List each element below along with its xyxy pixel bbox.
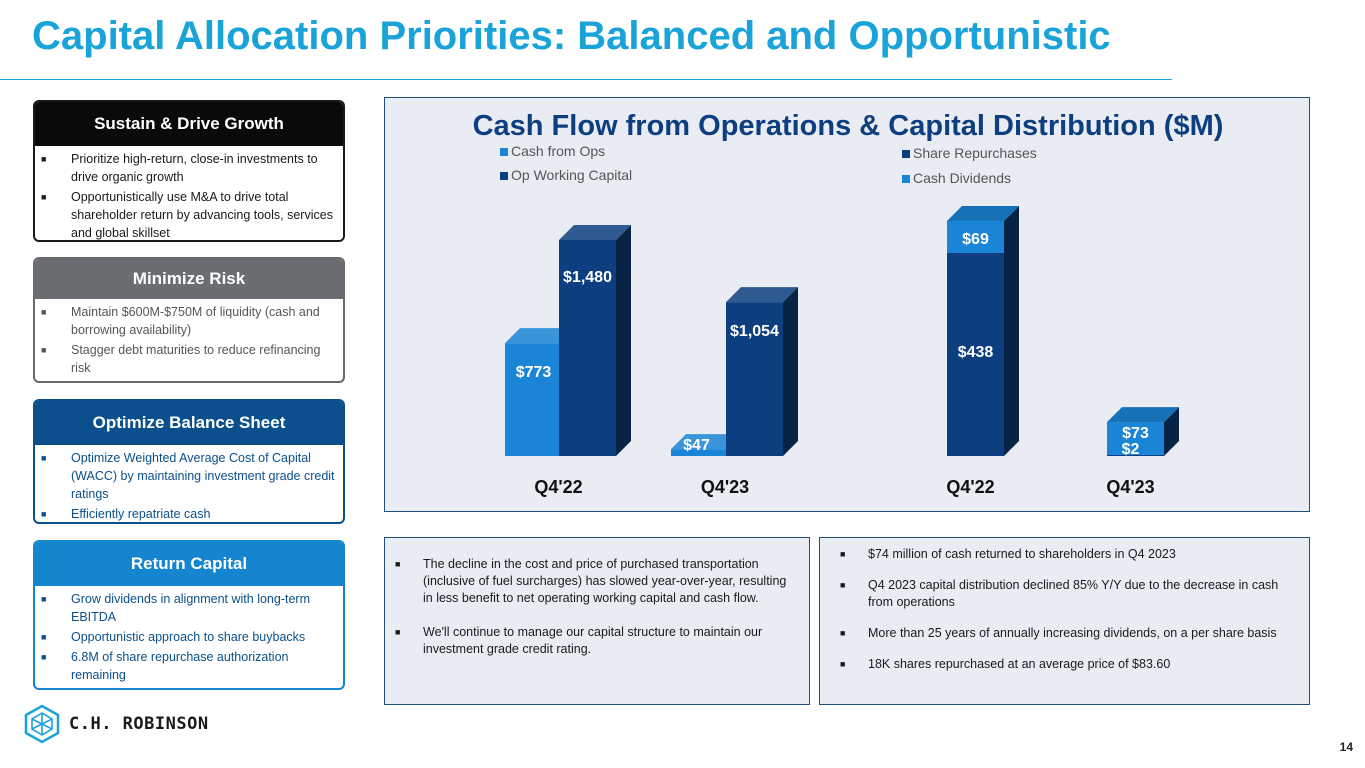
card-bullet: 6.8M of share repurchase authorization r… bbox=[41, 648, 335, 684]
card-optimize-balance-sheet: Optimize Balance Sheet Optimize Weighted… bbox=[33, 399, 345, 524]
bar-value-label: $773 bbox=[516, 364, 552, 381]
legend-label: Cash Dividends bbox=[913, 170, 1011, 186]
bar-cash-dividends bbox=[947, 221, 1004, 253]
legend-label: Cash from Ops bbox=[511, 143, 605, 159]
legend-label: Op Working Capital bbox=[511, 167, 632, 183]
page-number: 14 bbox=[1339, 740, 1353, 754]
bar-value-label: $2 bbox=[1122, 441, 1140, 458]
card-bullet: Grow dividends in alignment with long-te… bbox=[41, 590, 335, 626]
page-title: Capital Allocation Priorities: Balanced … bbox=[32, 14, 1111, 58]
commentary-left: The decline in the cost and price of pur… bbox=[384, 537, 810, 705]
legend-label: Share Repurchases bbox=[913, 145, 1037, 161]
stack-top bbox=[1107, 407, 1179, 423]
bar-op-working-capital-top bbox=[726, 287, 798, 303]
cash-flow-chart: Cash Flow from Operations & Capital Dist… bbox=[384, 97, 1310, 512]
legend-swatch bbox=[902, 175, 910, 183]
card-bullet: Opportunistic approach to share buybacks bbox=[41, 628, 335, 646]
x-tick-label: Q4'22 bbox=[534, 477, 582, 497]
legend-swatch bbox=[902, 150, 910, 158]
card-bullet: Efficiently repatriate cash bbox=[41, 505, 335, 522]
card-minimize-risk: Minimize Risk Maintain $600M-$750M of li… bbox=[33, 257, 345, 383]
bar-share-repurchases bbox=[947, 252, 1004, 456]
bar-value-label: $47 bbox=[683, 437, 710, 454]
bar-op-working-capital bbox=[726, 302, 783, 456]
bar-op-working-capital bbox=[559, 240, 616, 456]
bar-op-working-capital-side bbox=[783, 287, 798, 456]
logo-wordmark: C.H. ROBINSON bbox=[69, 714, 209, 734]
chart-canvas: Cash Flow from Operations & Capital Dist… bbox=[473, 110, 1224, 497]
card-bullet: Stagger debt maturities to reduce refina… bbox=[41, 341, 335, 377]
legend-swatch bbox=[500, 172, 508, 180]
bar-cash-from-ops bbox=[671, 449, 728, 456]
card-return-capital: Return Capital Grow dividends in alignme… bbox=[33, 540, 345, 690]
legend-swatch bbox=[500, 148, 508, 156]
card-sustain-growth: Sustain & Drive Growth Prioritize high-r… bbox=[33, 100, 345, 242]
commentary-bullet: 18K shares repurchased at an average pri… bbox=[840, 656, 1301, 673]
commentary-bullet: Q4 2023 capital distribution declined 85… bbox=[840, 577, 1301, 611]
card-bullet: Prioritize high-return, close-in investm… bbox=[41, 150, 335, 186]
stack-side bbox=[1164, 407, 1179, 456]
chart-title: Cash Flow from Operations & Capital Dist… bbox=[473, 110, 1224, 142]
commentary-bullet: $74 million of cash returned to sharehol… bbox=[840, 546, 1301, 563]
bar-share-repurchases bbox=[1107, 455, 1164, 456]
card-heading: Minimize Risk bbox=[35, 259, 343, 299]
stack-side bbox=[1004, 206, 1019, 456]
bar-value-label: $73 bbox=[1122, 425, 1149, 442]
commentary-bullet: We'll continue to manage our capital str… bbox=[395, 624, 795, 658]
commentary-bullet: More than 25 years of annually increasin… bbox=[840, 625, 1301, 642]
x-tick-label: Q4'23 bbox=[701, 477, 749, 497]
bar-cash-dividends bbox=[1107, 422, 1164, 455]
bar-value-label: $1,054 bbox=[730, 323, 779, 340]
card-heading: Return Capital bbox=[35, 542, 343, 586]
ch-robinson-logo-icon bbox=[24, 704, 60, 744]
bar-value-label: $1,480 bbox=[563, 269, 612, 286]
x-tick-label: Q4'22 bbox=[946, 477, 994, 497]
bar-cash-from-ops-top bbox=[671, 434, 743, 450]
commentary-bullet: The decline in the cost and price of pur… bbox=[395, 556, 795, 607]
card-bullet: Opportunistically use M&A to drive total… bbox=[41, 188, 335, 240]
bar-op-working-capital-side bbox=[616, 225, 631, 456]
card-heading: Optimize Balance Sheet bbox=[35, 401, 343, 445]
bar-op-working-capital-top bbox=[559, 225, 631, 240]
commentary-right: $74 million of cash returned to sharehol… bbox=[819, 537, 1310, 705]
bar-value-label: $438 bbox=[958, 344, 994, 361]
card-bullet: Maintain $600M-$750M of liquidity (cash … bbox=[41, 303, 335, 339]
stack-top bbox=[947, 206, 1019, 221]
company-logo: C.H. ROBINSON bbox=[24, 704, 209, 744]
title-divider bbox=[0, 79, 1172, 80]
x-tick-label: Q4'23 bbox=[1106, 477, 1154, 497]
bar-value-label: $69 bbox=[962, 231, 989, 248]
card-heading: Sustain & Drive Growth bbox=[35, 102, 343, 146]
card-bullet: Optimize Weighted Average Cost of Capita… bbox=[41, 449, 335, 503]
bar-cash-from-ops bbox=[505, 343, 562, 456]
